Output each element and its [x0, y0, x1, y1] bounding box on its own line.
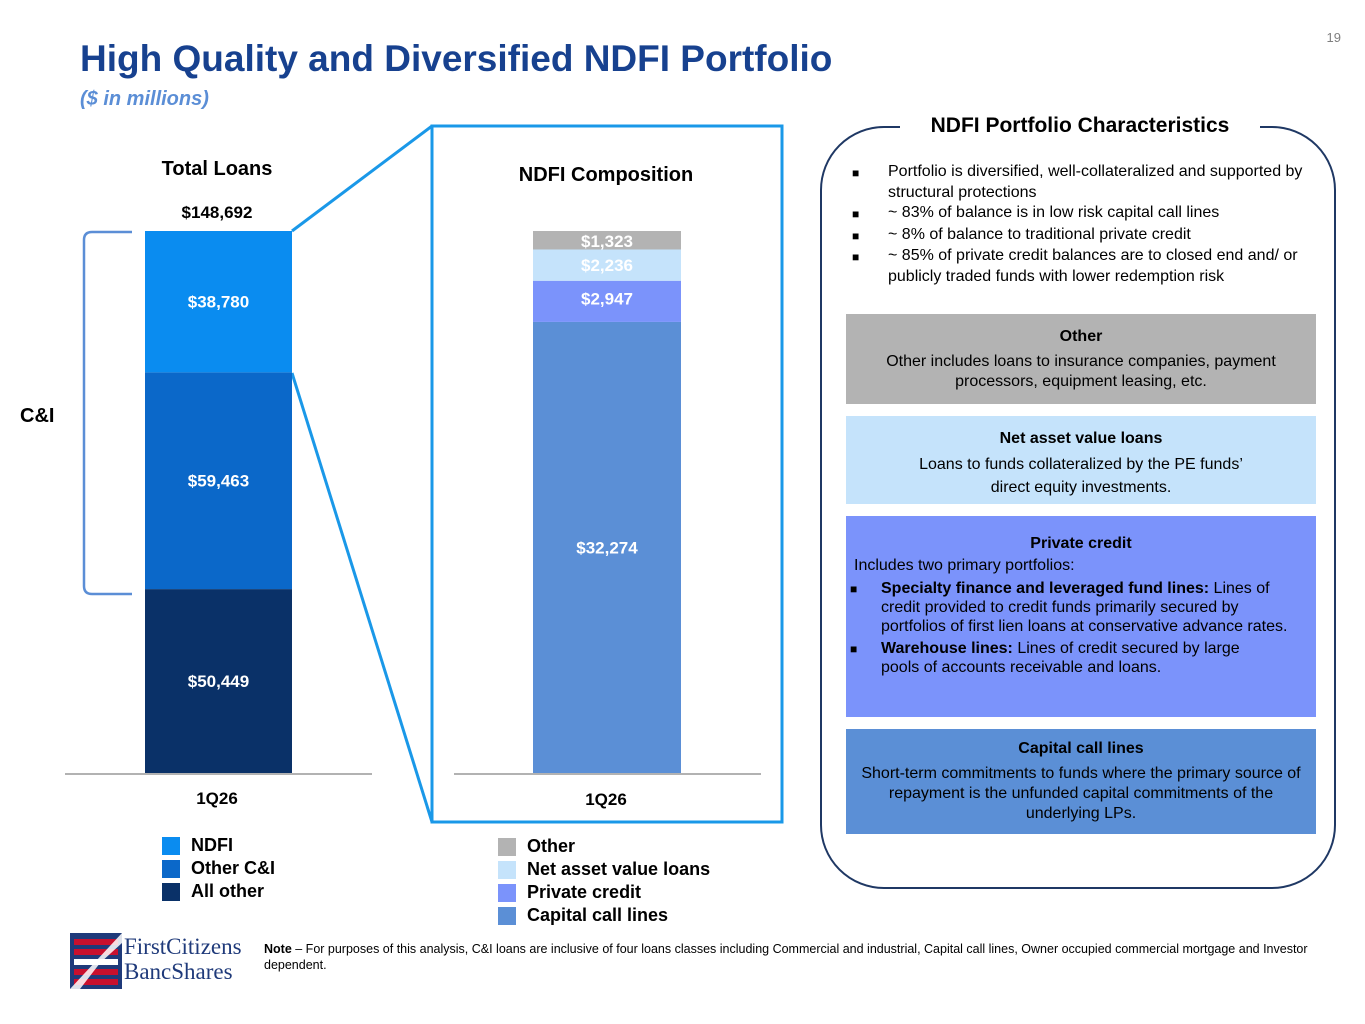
- legend-label: All other: [191, 881, 265, 901]
- legend-item-capital-call: Capital call lines: [498, 904, 710, 927]
- list-item: ■ ~ 8% of balance to traditional private…: [852, 225, 1322, 247]
- pc-box-title: Private credit: [1030, 535, 1132, 552]
- square-bullet-icon: ■: [852, 166, 860, 180]
- pc-bullet-bold: Warehouse lines:: [881, 640, 1013, 657]
- nav-loans-info-box: Net asset value loans Loans to funds col…: [846, 416, 1316, 504]
- list-item: ■ Warehouse lines: Lines of credit secur…: [846, 639, 1316, 677]
- nav-box-title: Net asset value loans: [999, 430, 1163, 447]
- legend-swatch-ndfi: [162, 836, 180, 855]
- pc-bullet-bold: Specialty finance and leveraged fund lin…: [881, 580, 1210, 597]
- legend-item-nav-loans: Net asset value loans: [498, 858, 710, 881]
- ndfi-composition-title: NDFI Composition: [519, 164, 693, 186]
- square-bullet-icon: ■: [852, 228, 860, 243]
- page-title: High Quality and Diversified NDFI Portfo…: [80, 38, 833, 79]
- legend-item-other: Other: [498, 835, 710, 858]
- total-loans-x-tick: 1Q26: [196, 789, 238, 808]
- legend-label: Other: [527, 836, 576, 856]
- legend-swatch-all-other: [162, 882, 180, 901]
- legend-item-private-credit: Private credit: [498, 881, 710, 904]
- other-box-title: Other: [1059, 328, 1103, 345]
- pc-bullet-rest: Lines of credit secured by large pools o…: [881, 640, 1240, 676]
- ccl-box-text: Short-term commitments to funds where th…: [861, 765, 1301, 822]
- list-item: ■ Specialty finance and leveraged fund l…: [846, 579, 1316, 636]
- flag-logo-icon: [70, 933, 122, 989]
- list-item: ■ ~ 83% of balance is in low risk capita…: [852, 203, 1322, 225]
- total-loans-bar-segment: [145, 231, 292, 373]
- legend-swatch-other: [498, 837, 516, 856]
- ndfi-bar-segment: [533, 321, 681, 773]
- page-number: 19: [1326, 30, 1341, 45]
- legend-item-other-ci: Other C&I: [162, 857, 275, 880]
- zoom-connector-top: [291, 124, 433, 233]
- bullet-text: ~ 85% of private credit balances are to …: [888, 247, 1298, 285]
- legend-label: Private credit: [527, 882, 642, 902]
- ndfi-x-tick: 1Q26: [585, 790, 627, 809]
- legend-label: Other C&I: [191, 858, 276, 878]
- total-loans-total-label: $148,692: [182, 203, 253, 222]
- legend-swatch-nav-loans: [498, 860, 516, 879]
- private-credit-info-box: Private credit Includes two primary port…: [846, 516, 1316, 717]
- footnote-text: – For purposes of this analysis, C&I loa…: [264, 942, 1308, 972]
- company-logo: FirstCitizens BancShares: [70, 931, 256, 991]
- ndfi-bar-value-label: $2,947: [581, 289, 633, 308]
- zoom-connector-bottom: [290, 372, 434, 823]
- ndfi-bar-segment: [533, 249, 681, 281]
- other-box-text: Other includes loans to insurance compan…: [886, 353, 1276, 390]
- total-loans-title: Total Loans: [162, 158, 273, 180]
- legend-item-ndfi: NDFI: [162, 834, 275, 857]
- square-bullet-icon: ■: [850, 642, 858, 656]
- pc-box-intro: Includes two primary portfolios:: [854, 557, 1075, 574]
- capital-call-info-box: Capital call lines Short-term commitment…: [846, 729, 1316, 834]
- total-loans-bar-value-label: $38,780: [188, 293, 249, 312]
- total-loans-legend: NDFI Other C&I All other: [162, 834, 275, 903]
- legend-label: Capital call lines: [527, 905, 669, 925]
- total-loans-bar-value-label: $59,463: [188, 472, 249, 491]
- ci-bracket-label: C&I: [20, 405, 54, 427]
- page-subtitle: ($ in millions): [80, 88, 209, 110]
- list-item: ■ Portfolio is diversified, well-collate…: [852, 162, 1322, 203]
- total-loans-bar-segment: [145, 589, 292, 773]
- square-bullet-icon: ■: [850, 582, 858, 596]
- ccl-box-title: Capital call lines: [1018, 740, 1144, 757]
- bullet-text: ~ 8% of balance to traditional private c…: [888, 225, 1191, 243]
- square-bullet-icon: ■: [852, 207, 860, 221]
- ndfi-bar-value-label: $32,274: [576, 538, 638, 557]
- footnote-label: Note: [264, 942, 292, 956]
- ndfi-bar-segment: [533, 280, 681, 322]
- footnote: Note – For purposes of this analysis, C&…: [264, 941, 1339, 973]
- legend-label: NDFI: [191, 835, 233, 855]
- nav-box-text-line2: direct equity investments.: [990, 479, 1172, 496]
- legend-item-all-other: All other: [162, 880, 275, 903]
- characteristics-title: NDFI Portfolio Characteristics: [900, 114, 1260, 138]
- ndfi-legend: Other Net asset value loans Private cred…: [498, 835, 710, 927]
- legend-label: Net asset value loans: [527, 859, 711, 879]
- ndfi-bar-value-label: $1,323: [581, 232, 633, 251]
- bullet-text: Portfolio is diversified, well-collatera…: [888, 163, 1303, 201]
- total-loans-bar-value-label: $50,449: [188, 672, 249, 691]
- ndfi-bar-value-label: $2,236: [581, 256, 633, 275]
- square-bullet-icon: ■: [852, 250, 860, 264]
- logo-text-line2: BancShares: [124, 959, 233, 984]
- legend-swatch-capital-call: [498, 906, 516, 925]
- characteristics-bullets: ■ Portfolio is diversified, well-collate…: [852, 162, 1322, 287]
- ndfi-zoom-frame: [430, 124, 784, 824]
- total-loans-bar-segment: [145, 372, 292, 590]
- pc-bullet-text: Specialty finance and leveraged fund lin…: [881, 579, 1316, 636]
- legend-swatch-other-ci: [162, 859, 180, 878]
- ci-bracket: [82, 230, 132, 596]
- bullet-text: ~ 83% of balance is in low risk capital …: [888, 204, 1220, 221]
- logo-text-line1: FirstCitizens: [124, 934, 242, 959]
- pc-bullet-text: Warehouse lines: Lines of credit secured…: [881, 639, 1316, 677]
- other-info-box: Other Other includes loans to insurance …: [846, 314, 1316, 404]
- pc-bullet-rest: Lines of credit provided to credit funds…: [881, 580, 1288, 635]
- list-item: ■ ~ 85% of private credit balances are t…: [852, 246, 1322, 287]
- nav-box-text-line1: Loans to funds collateralized by the PE …: [919, 456, 1243, 473]
- legend-swatch-private-credit: [498, 883, 516, 902]
- ndfi-bar-segment: [533, 231, 681, 250]
